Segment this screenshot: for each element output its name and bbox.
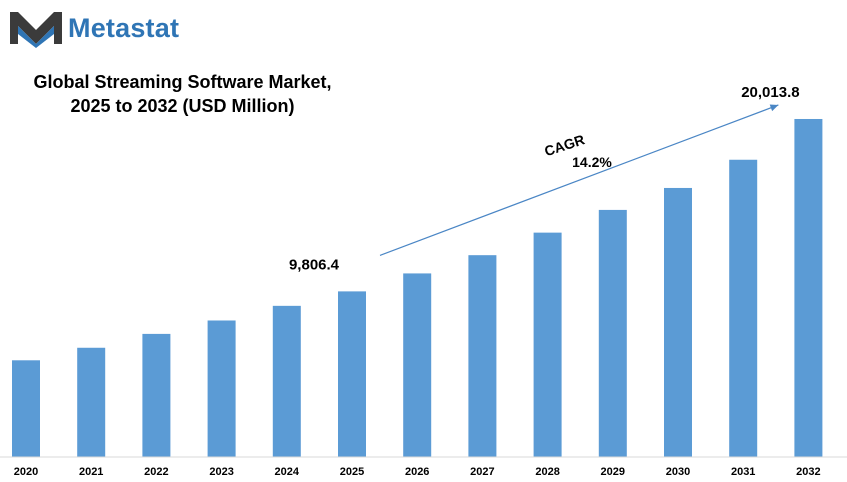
- bar-2031: [729, 159, 758, 457]
- bar-2022: [142, 333, 171, 457]
- chart-title-line-2: 2025 to 2032 (USD Million): [70, 96, 295, 116]
- x-tick-label-2031: 2031: [731, 466, 755, 478]
- bar-2026: [403, 273, 432, 457]
- metastat-logo: Metastat: [8, 8, 179, 48]
- x-tick-label-2027: 2027: [470, 466, 494, 478]
- cagr-value: 14.2%: [572, 154, 612, 170]
- bar-2028: [533, 232, 562, 457]
- x-tick-label-2032: 2032: [796, 466, 820, 478]
- x-tick-label-2030: 2030: [666, 466, 690, 478]
- cagr-arrow-head: [769, 104, 779, 112]
- x-tick-label-2020: 2020: [14, 466, 38, 478]
- metastat-logo-icon: [10, 12, 62, 48]
- bar-2021: [77, 347, 106, 457]
- chart-title-line-1: Global Streaming Software Market,: [33, 72, 332, 92]
- bar-2023: [207, 320, 236, 457]
- bar-2024: [272, 305, 301, 457]
- x-tick-label-2029: 2029: [601, 466, 625, 478]
- x-tick-label-2026: 2026: [405, 466, 429, 478]
- cagr-arrow-line: [379, 104, 779, 256]
- x-tick-label-2021: 2021: [79, 466, 103, 478]
- brand-name: Metastat: [68, 12, 180, 43]
- bar-2025: [338, 291, 366, 457]
- bar-2030: [664, 187, 692, 457]
- bar-2032: [794, 118, 823, 457]
- data-label-2025: 9,806.4: [289, 256, 340, 273]
- x-tick-label-2022: 2022: [144, 466, 168, 478]
- bar-2029: [598, 209, 627, 457]
- bar-2020: [12, 360, 40, 457]
- x-tick-label-2025: 2025: [340, 466, 364, 478]
- chart-title: Global Streaming Software Market, 2025 t…: [10, 70, 355, 118]
- bar-2027: [468, 255, 497, 457]
- x-tick-label-2024: 2024: [275, 466, 300, 478]
- x-tick-label-2028: 2028: [535, 466, 559, 478]
- x-tick-label-2023: 2023: [209, 466, 233, 478]
- data-label-2032: 20,013.8: [741, 84, 799, 101]
